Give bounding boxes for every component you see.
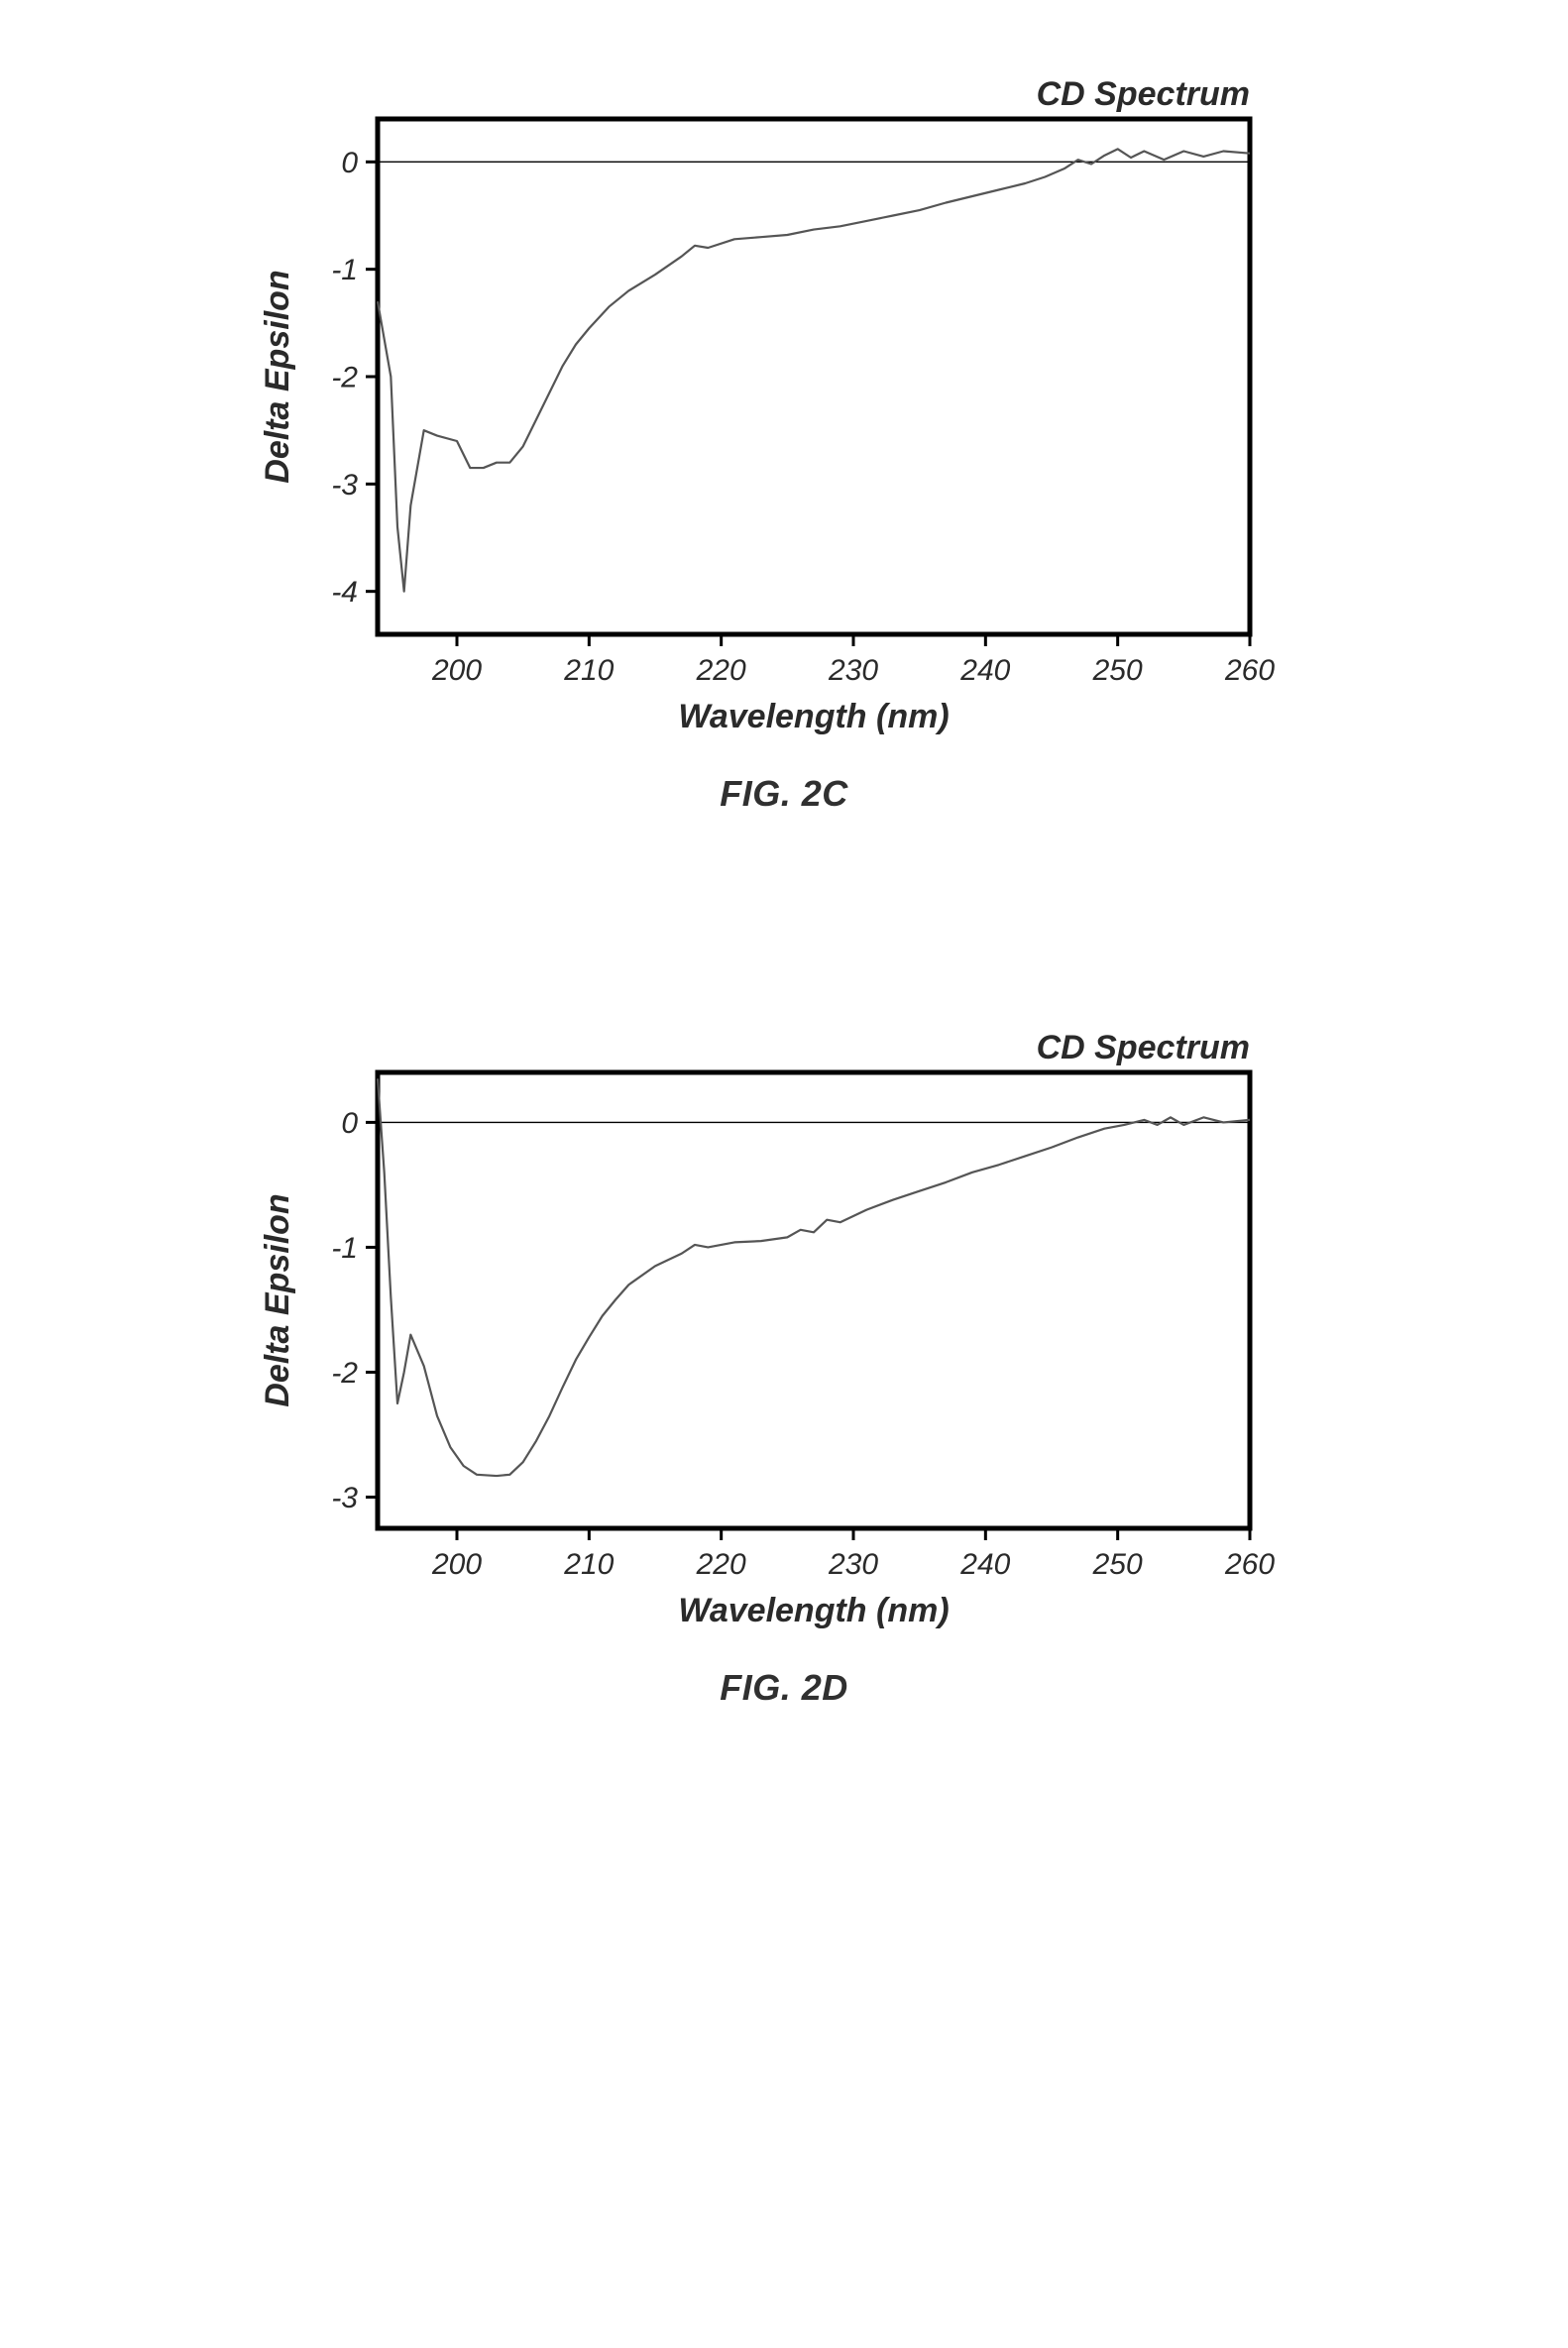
x-tick-label: 210 bbox=[563, 1548, 614, 1581]
x-tick-label: 240 bbox=[959, 654, 1010, 687]
plot-border bbox=[378, 1072, 1250, 1528]
y-tick-label: -1 bbox=[331, 1232, 358, 1265]
y-tick-label: 0 bbox=[341, 147, 358, 179]
chart-2d: CD Spectrum 200 210 220 230 240 250 260 0 -1 -2 -3 W… bbox=[249, 1013, 1319, 1637]
chart-svg-2c: CD Spectrum 200 210 220 230 240 250 260 0 -1 -2 -3 -… bbox=[249, 59, 1280, 743]
chart-svg-2d: CD Spectrum 200 210 220 230 240 250 260 0 -1 -2 -3 W… bbox=[249, 1013, 1280, 1637]
x-tick-label: 210 bbox=[563, 654, 614, 687]
x-tick-label: 260 bbox=[1224, 654, 1275, 687]
chart-title: CD Spectrum bbox=[1037, 75, 1250, 113]
x-tick-label: 220 bbox=[696, 654, 746, 687]
y-tick-label: -4 bbox=[331, 576, 358, 609]
x-tick-label: 250 bbox=[1092, 1548, 1143, 1581]
x-tick-label: 200 bbox=[431, 1548, 482, 1581]
chart-2c: CD Spectrum 200 210 220 230 240 250 260 0 -1 -2 -3 -… bbox=[249, 59, 1319, 743]
chart-title: CD Spectrum bbox=[1037, 1029, 1250, 1066]
y-tick-label: -1 bbox=[331, 254, 358, 286]
y-axis-label: Delta Epsilon bbox=[259, 1193, 296, 1406]
caption-2d: FIG. 2D bbox=[720, 1667, 848, 1709]
y-tick-label: -3 bbox=[331, 469, 358, 502]
x-tick-label: 260 bbox=[1224, 1548, 1275, 1581]
y-tick-label: 0 bbox=[341, 1107, 358, 1140]
x-tick-label: 200 bbox=[431, 654, 482, 687]
x-tick-label: 240 bbox=[959, 1548, 1010, 1581]
x-tick-label: 230 bbox=[828, 654, 878, 687]
y-tick-label: -2 bbox=[331, 362, 358, 394]
x-axis-label: Wavelength (nm) bbox=[678, 1592, 949, 1629]
figure-2d: CD Spectrum 200 210 220 230 240 250 260 0 -1 -2 -3 W… bbox=[0, 1013, 1568, 1709]
x-tick-label: 250 bbox=[1092, 654, 1143, 687]
plot-border bbox=[378, 119, 1250, 634]
x-tick-label: 230 bbox=[828, 1548, 878, 1581]
y-tick-label: -3 bbox=[331, 1482, 358, 1514]
figure-2c: CD Spectrum 200 210 220 230 240 250 260 0 -1 -2 -3 -… bbox=[0, 59, 1568, 815]
x-tick-label: 220 bbox=[696, 1548, 746, 1581]
y-axis-label: Delta Epsilon bbox=[259, 270, 296, 483]
y-tick-label: -2 bbox=[331, 1357, 358, 1390]
x-axis-label: Wavelength (nm) bbox=[678, 698, 949, 735]
caption-2c: FIG. 2C bbox=[720, 773, 848, 815]
